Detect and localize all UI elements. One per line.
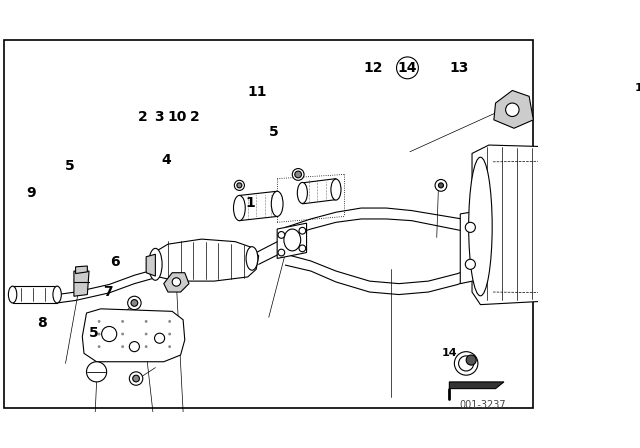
Text: 13: 13: [450, 61, 469, 75]
Circle shape: [169, 346, 170, 348]
Circle shape: [145, 346, 147, 348]
Circle shape: [129, 372, 143, 385]
Ellipse shape: [292, 168, 304, 181]
Circle shape: [299, 245, 306, 252]
Circle shape: [131, 300, 138, 306]
Text: 4: 4: [162, 153, 172, 167]
Ellipse shape: [234, 195, 245, 221]
Circle shape: [122, 333, 124, 335]
Polygon shape: [146, 254, 156, 276]
Circle shape: [459, 356, 474, 371]
Circle shape: [129, 341, 140, 352]
Circle shape: [86, 362, 107, 382]
Circle shape: [435, 180, 447, 191]
Circle shape: [132, 375, 140, 382]
Circle shape: [628, 73, 640, 102]
Polygon shape: [302, 179, 336, 204]
Text: 3: 3: [154, 110, 163, 124]
Polygon shape: [239, 191, 277, 221]
Polygon shape: [472, 145, 638, 305]
Text: 12: 12: [364, 61, 383, 75]
Circle shape: [570, 88, 597, 115]
Ellipse shape: [298, 182, 307, 203]
Ellipse shape: [53, 286, 61, 303]
Circle shape: [122, 321, 124, 322]
Circle shape: [102, 327, 116, 341]
Text: 1: 1: [245, 196, 255, 210]
Ellipse shape: [246, 247, 258, 270]
Polygon shape: [13, 286, 57, 303]
Circle shape: [99, 346, 100, 348]
Ellipse shape: [284, 229, 301, 251]
Circle shape: [454, 352, 478, 375]
Circle shape: [127, 296, 141, 310]
Circle shape: [169, 321, 170, 322]
Text: 2: 2: [138, 110, 147, 124]
Polygon shape: [449, 382, 504, 388]
Polygon shape: [164, 273, 189, 292]
Circle shape: [99, 333, 100, 335]
Text: 5: 5: [269, 125, 279, 139]
Text: 6: 6: [109, 254, 119, 269]
Circle shape: [145, 321, 147, 322]
Ellipse shape: [271, 191, 283, 216]
Polygon shape: [277, 223, 307, 258]
Polygon shape: [76, 266, 87, 274]
Text: 11: 11: [247, 85, 267, 99]
Ellipse shape: [148, 248, 162, 280]
Text: 001-3237: 001-3237: [460, 401, 506, 410]
Circle shape: [122, 346, 124, 348]
Circle shape: [295, 171, 301, 178]
Text: 14: 14: [397, 61, 417, 75]
Ellipse shape: [625, 168, 640, 277]
Text: 9: 9: [26, 186, 36, 200]
Circle shape: [278, 232, 285, 238]
Polygon shape: [148, 239, 259, 281]
Circle shape: [438, 183, 444, 188]
Polygon shape: [494, 90, 533, 128]
Text: 14: 14: [442, 349, 457, 358]
Circle shape: [506, 103, 519, 116]
Text: 10: 10: [168, 110, 187, 124]
Ellipse shape: [8, 286, 17, 303]
Circle shape: [145, 333, 147, 335]
Circle shape: [172, 278, 180, 286]
Circle shape: [576, 94, 591, 109]
Circle shape: [169, 333, 170, 335]
Circle shape: [465, 222, 476, 233]
Polygon shape: [74, 271, 89, 296]
Circle shape: [466, 355, 476, 365]
Polygon shape: [460, 211, 481, 284]
Ellipse shape: [234, 181, 244, 190]
Text: 5: 5: [89, 326, 99, 340]
Polygon shape: [83, 309, 185, 362]
Text: 14: 14: [635, 83, 640, 93]
Circle shape: [299, 227, 306, 234]
Circle shape: [278, 249, 285, 256]
Circle shape: [237, 183, 242, 188]
Circle shape: [154, 333, 164, 343]
Text: 7: 7: [102, 285, 113, 299]
Circle shape: [397, 57, 419, 79]
Ellipse shape: [331, 179, 341, 200]
Ellipse shape: [468, 157, 492, 296]
Text: 8: 8: [37, 315, 47, 330]
Circle shape: [99, 321, 100, 322]
Circle shape: [465, 259, 476, 269]
Text: 5: 5: [65, 159, 75, 172]
Text: 2: 2: [190, 110, 200, 124]
